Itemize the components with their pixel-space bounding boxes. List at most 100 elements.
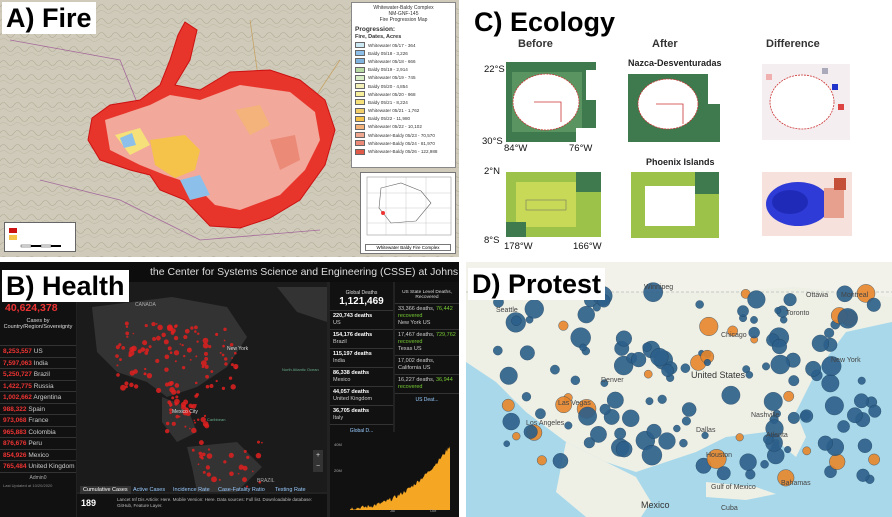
- case-dot[interactable]: [142, 340, 148, 346]
- case-dot[interactable]: [178, 415, 181, 418]
- case-dot[interactable]: [165, 382, 170, 387]
- case-dot[interactable]: [223, 339, 226, 342]
- protest-marker[interactable]: [763, 434, 774, 445]
- case-dot[interactable]: [189, 358, 192, 361]
- case-dot[interactable]: [234, 366, 237, 370]
- case-dot[interactable]: [201, 456, 204, 460]
- case-dot[interactable]: [255, 452, 262, 459]
- protest-marker[interactable]: [721, 385, 741, 405]
- case-dot[interactable]: [205, 374, 209, 379]
- protest-marker[interactable]: [829, 453, 846, 470]
- protest-marker[interactable]: [570, 375, 581, 386]
- case-dot[interactable]: [205, 384, 210, 389]
- protest-marker[interactable]: [750, 316, 758, 324]
- protest-marker[interactable]: [868, 404, 882, 418]
- map-tab[interactable]: Testing Rate: [275, 487, 306, 493]
- case-dot[interactable]: [120, 384, 126, 391]
- protest-marker[interactable]: [615, 330, 632, 347]
- protest-marker[interactable]: [622, 409, 640, 427]
- case-dot[interactable]: [125, 385, 128, 389]
- case-dot[interactable]: [201, 452, 206, 457]
- protest-marker[interactable]: [657, 394, 667, 404]
- protest-marker[interactable]: [681, 416, 691, 426]
- protest-marker[interactable]: [583, 437, 595, 449]
- case-dot[interactable]: [203, 351, 209, 356]
- protest-marker[interactable]: [558, 320, 569, 331]
- case-dot[interactable]: [251, 470, 254, 473]
- protest-marker[interactable]: [519, 345, 535, 361]
- case-dot[interactable]: [144, 351, 149, 355]
- case-dot[interactable]: [195, 403, 197, 406]
- us-deaths-tab[interactable]: US Deat...: [415, 397, 439, 403]
- protest-marker[interactable]: [856, 284, 876, 303]
- case-dot[interactable]: [167, 381, 173, 387]
- case-dot[interactable]: [219, 351, 222, 354]
- map-tab[interactable]: Active Cases: [133, 487, 166, 493]
- case-dot[interactable]: [202, 421, 209, 427]
- protest-marker[interactable]: [493, 345, 503, 356]
- case-dot[interactable]: [132, 332, 135, 335]
- case-dot[interactable]: [206, 472, 211, 477]
- deaths-list[interactable]: 220,743 deaths US 154,176 deaths Brazil 115,…: [330, 311, 393, 425]
- case-dot[interactable]: [242, 477, 247, 483]
- protest-marker[interactable]: [658, 432, 676, 450]
- case-dot[interactable]: [124, 381, 129, 386]
- case-dot[interactable]: [243, 449, 247, 453]
- case-dot[interactable]: [152, 337, 157, 341]
- protest-marker[interactable]: [783, 390, 795, 402]
- protest-marker[interactable]: [536, 455, 547, 466]
- case-dot[interactable]: [229, 342, 234, 347]
- protest-marker[interactable]: [847, 407, 863, 424]
- case-dot[interactable]: [181, 343, 184, 347]
- case-dot[interactable]: [155, 358, 160, 363]
- case-dot[interactable]: [258, 480, 262, 484]
- protest-marker[interactable]: [760, 460, 769, 469]
- protest-marker[interactable]: [577, 305, 595, 324]
- protest-marker[interactable]: [821, 374, 840, 393]
- protest-marker[interactable]: [599, 403, 611, 415]
- case-dot[interactable]: [173, 335, 179, 341]
- death-row[interactable]: 36,705 deaths Italy: [330, 406, 393, 425]
- country-row[interactable]: 965,883 Colombia: [0, 427, 76, 438]
- protest-marker[interactable]: [811, 334, 829, 352]
- case-dot[interactable]: [191, 448, 195, 452]
- us-state-row[interactable]: 33,366 deaths, 76,442 recovered New York …: [395, 304, 459, 330]
- case-dot[interactable]: [223, 460, 227, 464]
- case-dot[interactable]: [115, 345, 120, 350]
- country-row[interactable]: 765,484 United Kingdom: [0, 461, 76, 473]
- protest-marker[interactable]: [727, 325, 738, 337]
- protest-marker[interactable]: [592, 303, 601, 312]
- protest-marker[interactable]: [524, 299, 544, 319]
- case-dot[interactable]: [133, 384, 139, 389]
- protest-marker[interactable]: [799, 409, 814, 423]
- protest-marker[interactable]: [747, 290, 766, 309]
- protest-marker[interactable]: [521, 392, 532, 402]
- case-dot[interactable]: [183, 354, 186, 358]
- case-dot[interactable]: [155, 335, 161, 341]
- protest-marker[interactable]: [614, 427, 627, 440]
- case-dot[interactable]: [186, 347, 192, 353]
- protest-marker[interactable]: [777, 469, 795, 487]
- case-dot[interactable]: [181, 366, 186, 370]
- case-dot[interactable]: [175, 414, 179, 419]
- country-row[interactable]: 973,068 France: [0, 415, 76, 427]
- protest-marker[interactable]: [512, 432, 521, 441]
- case-dot[interactable]: [169, 411, 172, 415]
- death-row[interactable]: 115,197 deaths India: [330, 349, 393, 368]
- case-dot[interactable]: [119, 358, 122, 361]
- case-dot[interactable]: [183, 334, 188, 340]
- case-dot[interactable]: [246, 455, 250, 460]
- case-dot[interactable]: [151, 321, 156, 327]
- protest-marker[interactable]: [606, 391, 624, 409]
- death-row[interactable]: 154,176 deaths Brazil: [330, 330, 393, 349]
- case-dot[interactable]: [174, 324, 178, 329]
- protest-marker[interactable]: [679, 438, 688, 448]
- case-dot[interactable]: [204, 364, 209, 369]
- case-dot[interactable]: [257, 440, 260, 444]
- protest-marker[interactable]: [739, 453, 757, 471]
- case-dot[interactable]: [140, 347, 146, 352]
- case-dot[interactable]: [200, 360, 207, 367]
- case-dot[interactable]: [166, 324, 173, 331]
- protest-marker[interactable]: [535, 408, 546, 420]
- protest-marker[interactable]: [701, 431, 709, 440]
